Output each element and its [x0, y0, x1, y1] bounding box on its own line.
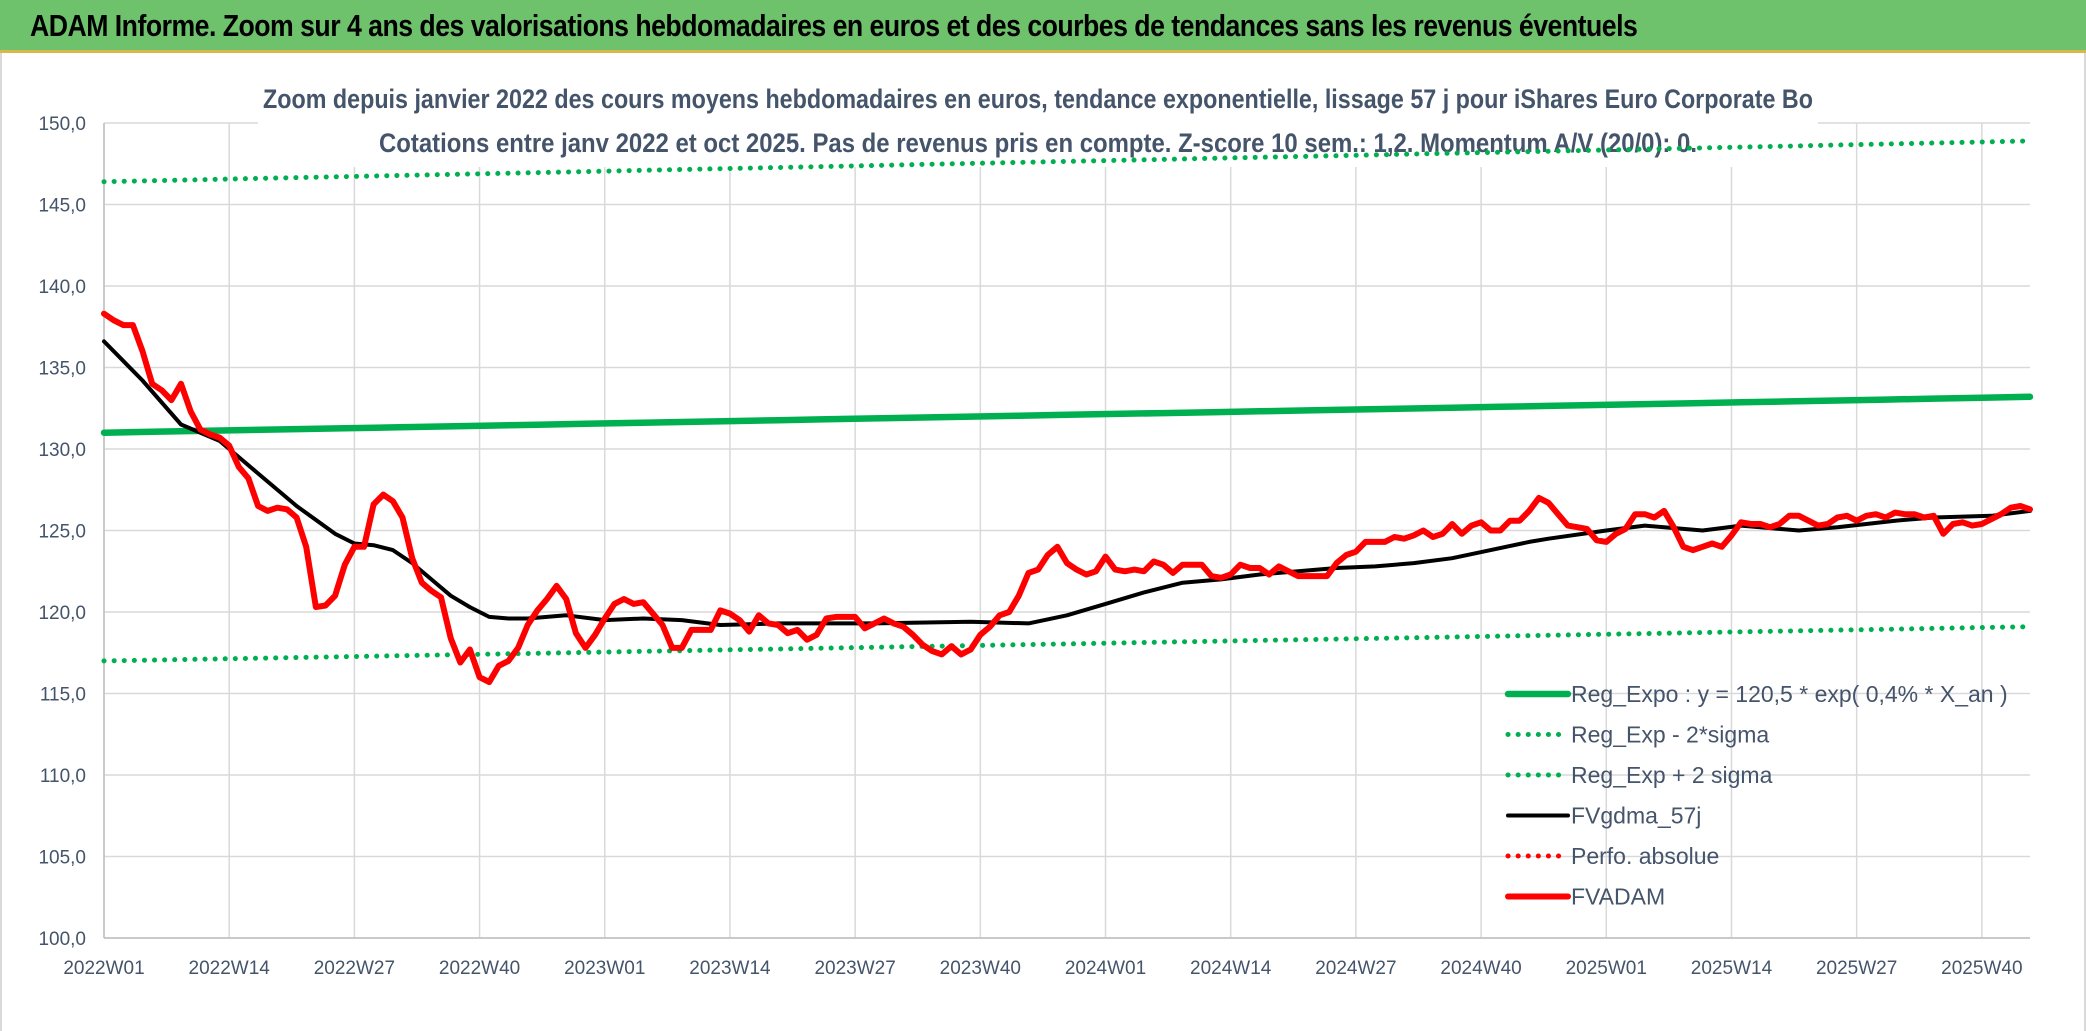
x-tick-label: 2022W01: [63, 958, 144, 979]
legend-label-fvgdma-57j: FVgdma_57j: [1571, 803, 1701, 829]
legend-label-perfo-absolue: Perfo. absolue: [1571, 843, 1719, 869]
series-line-reg-expo-y-120-5-exp-0-4-x-an: [100, 393, 2034, 436]
legend-label-fvadam: FVADAM: [1571, 884, 1665, 910]
x-tick-label: 2023W27: [814, 958, 895, 979]
x-tick-label: 2024W01: [1065, 958, 1146, 979]
x-tick-label: 2024W14: [1190, 958, 1272, 979]
legend-label-reg-exp-2-sigma: Reg_Exp - 2*sigma: [1571, 722, 1769, 748]
grid-lines: [103, 122, 2030, 939]
y-tick-label: 140,0: [38, 277, 86, 298]
x-tick-label: 2025W14: [1691, 958, 1773, 979]
series-line-fvgdma-57j: [102, 339, 2032, 627]
x-tick-label: 2025W27: [1816, 958, 1897, 979]
chart-frame: [0, 53, 2086, 1031]
legend-label-reg-expo-y-120-5-exp-0-4-x-an: Reg_Expo : y = 120,5 * exp( 0,4% * X_an …: [1571, 681, 2008, 707]
chart-title-line-1: Zoom depuis janvier 2022 des cours moyen…: [263, 84, 1813, 114]
y-tick-label: 145,0: [38, 196, 86, 217]
y-tick-label: 100,0: [38, 929, 86, 950]
x-tick-label: 2023W01: [564, 958, 645, 979]
y-tick-label: 135,0: [38, 359, 86, 380]
report-banner: ADAM Informe. Zoom sur 4 ans des valoris…: [0, 0, 2086, 53]
y-tick-label: 125,0: [38, 522, 86, 543]
x-tick-label: 2025W01: [1566, 958, 1647, 979]
series-line-reg-exp-2-sigma: [101, 624, 2033, 664]
y-tick-label: 130,0: [38, 440, 86, 461]
x-tick-label: 2025W40: [1941, 958, 2022, 979]
y-tick-label: 120,0: [38, 603, 86, 624]
y-tick-label: 110,0: [40, 766, 86, 787]
legend: Reg_Expo : y = 120,5 * exp( 0,4% * X_an …: [1504, 681, 2008, 910]
x-tick-label: 2022W14: [189, 958, 271, 979]
y-tick-label: 115,0: [40, 685, 86, 706]
plot-area: [100, 138, 2034, 686]
x-tick-label: 2024W27: [1315, 958, 1396, 979]
x-tick-label: 2024W40: [1440, 958, 1521, 979]
legend-label-reg-exp-2-sigma: Reg_Exp + 2 sigma: [1571, 762, 1773, 788]
x-tick-label: 2022W40: [439, 958, 520, 979]
x-tick-label: 2023W14: [689, 958, 771, 979]
y-tick-label: 150,0: [38, 114, 86, 135]
series-line-reg-exp-2-sigma: [101, 138, 2033, 185]
series-line-fvadam: [101, 310, 2033, 686]
report-title: ADAM Informe. Zoom sur 4 ans des valoris…: [30, 8, 1638, 43]
x-tick-label: 2022W27: [314, 958, 395, 979]
y-axis: 100,0 105,0 110,0 115,0 120,0 125,0 130,0 135,0…: [38, 114, 105, 950]
y-tick-label: 105,0: [38, 848, 86, 869]
x-axis: 2022W01 2022W14 2022W27 2022W40 2023W01 2023W…: [63, 937, 2030, 979]
x-tick-label: 2023W40: [940, 958, 1021, 979]
